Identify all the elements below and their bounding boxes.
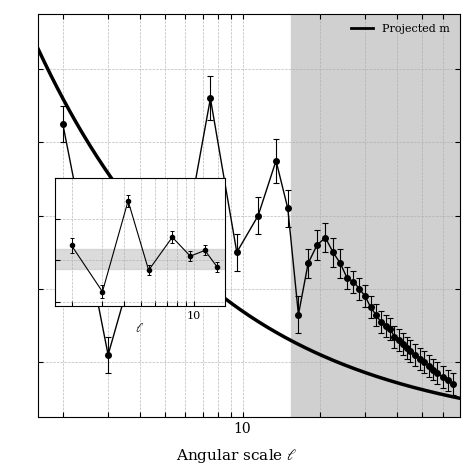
Legend: Projected m: Projected m xyxy=(346,20,454,39)
Text: Angular scale $\ell$: Angular scale $\ell$ xyxy=(176,447,298,465)
Bar xyxy=(55,249,225,269)
X-axis label: $\ell$: $\ell$ xyxy=(135,322,145,335)
